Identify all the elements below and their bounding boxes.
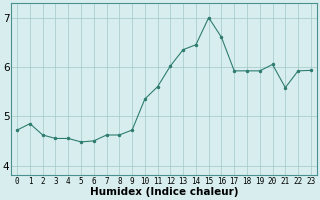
X-axis label: Humidex (Indice chaleur): Humidex (Indice chaleur): [90, 187, 238, 197]
